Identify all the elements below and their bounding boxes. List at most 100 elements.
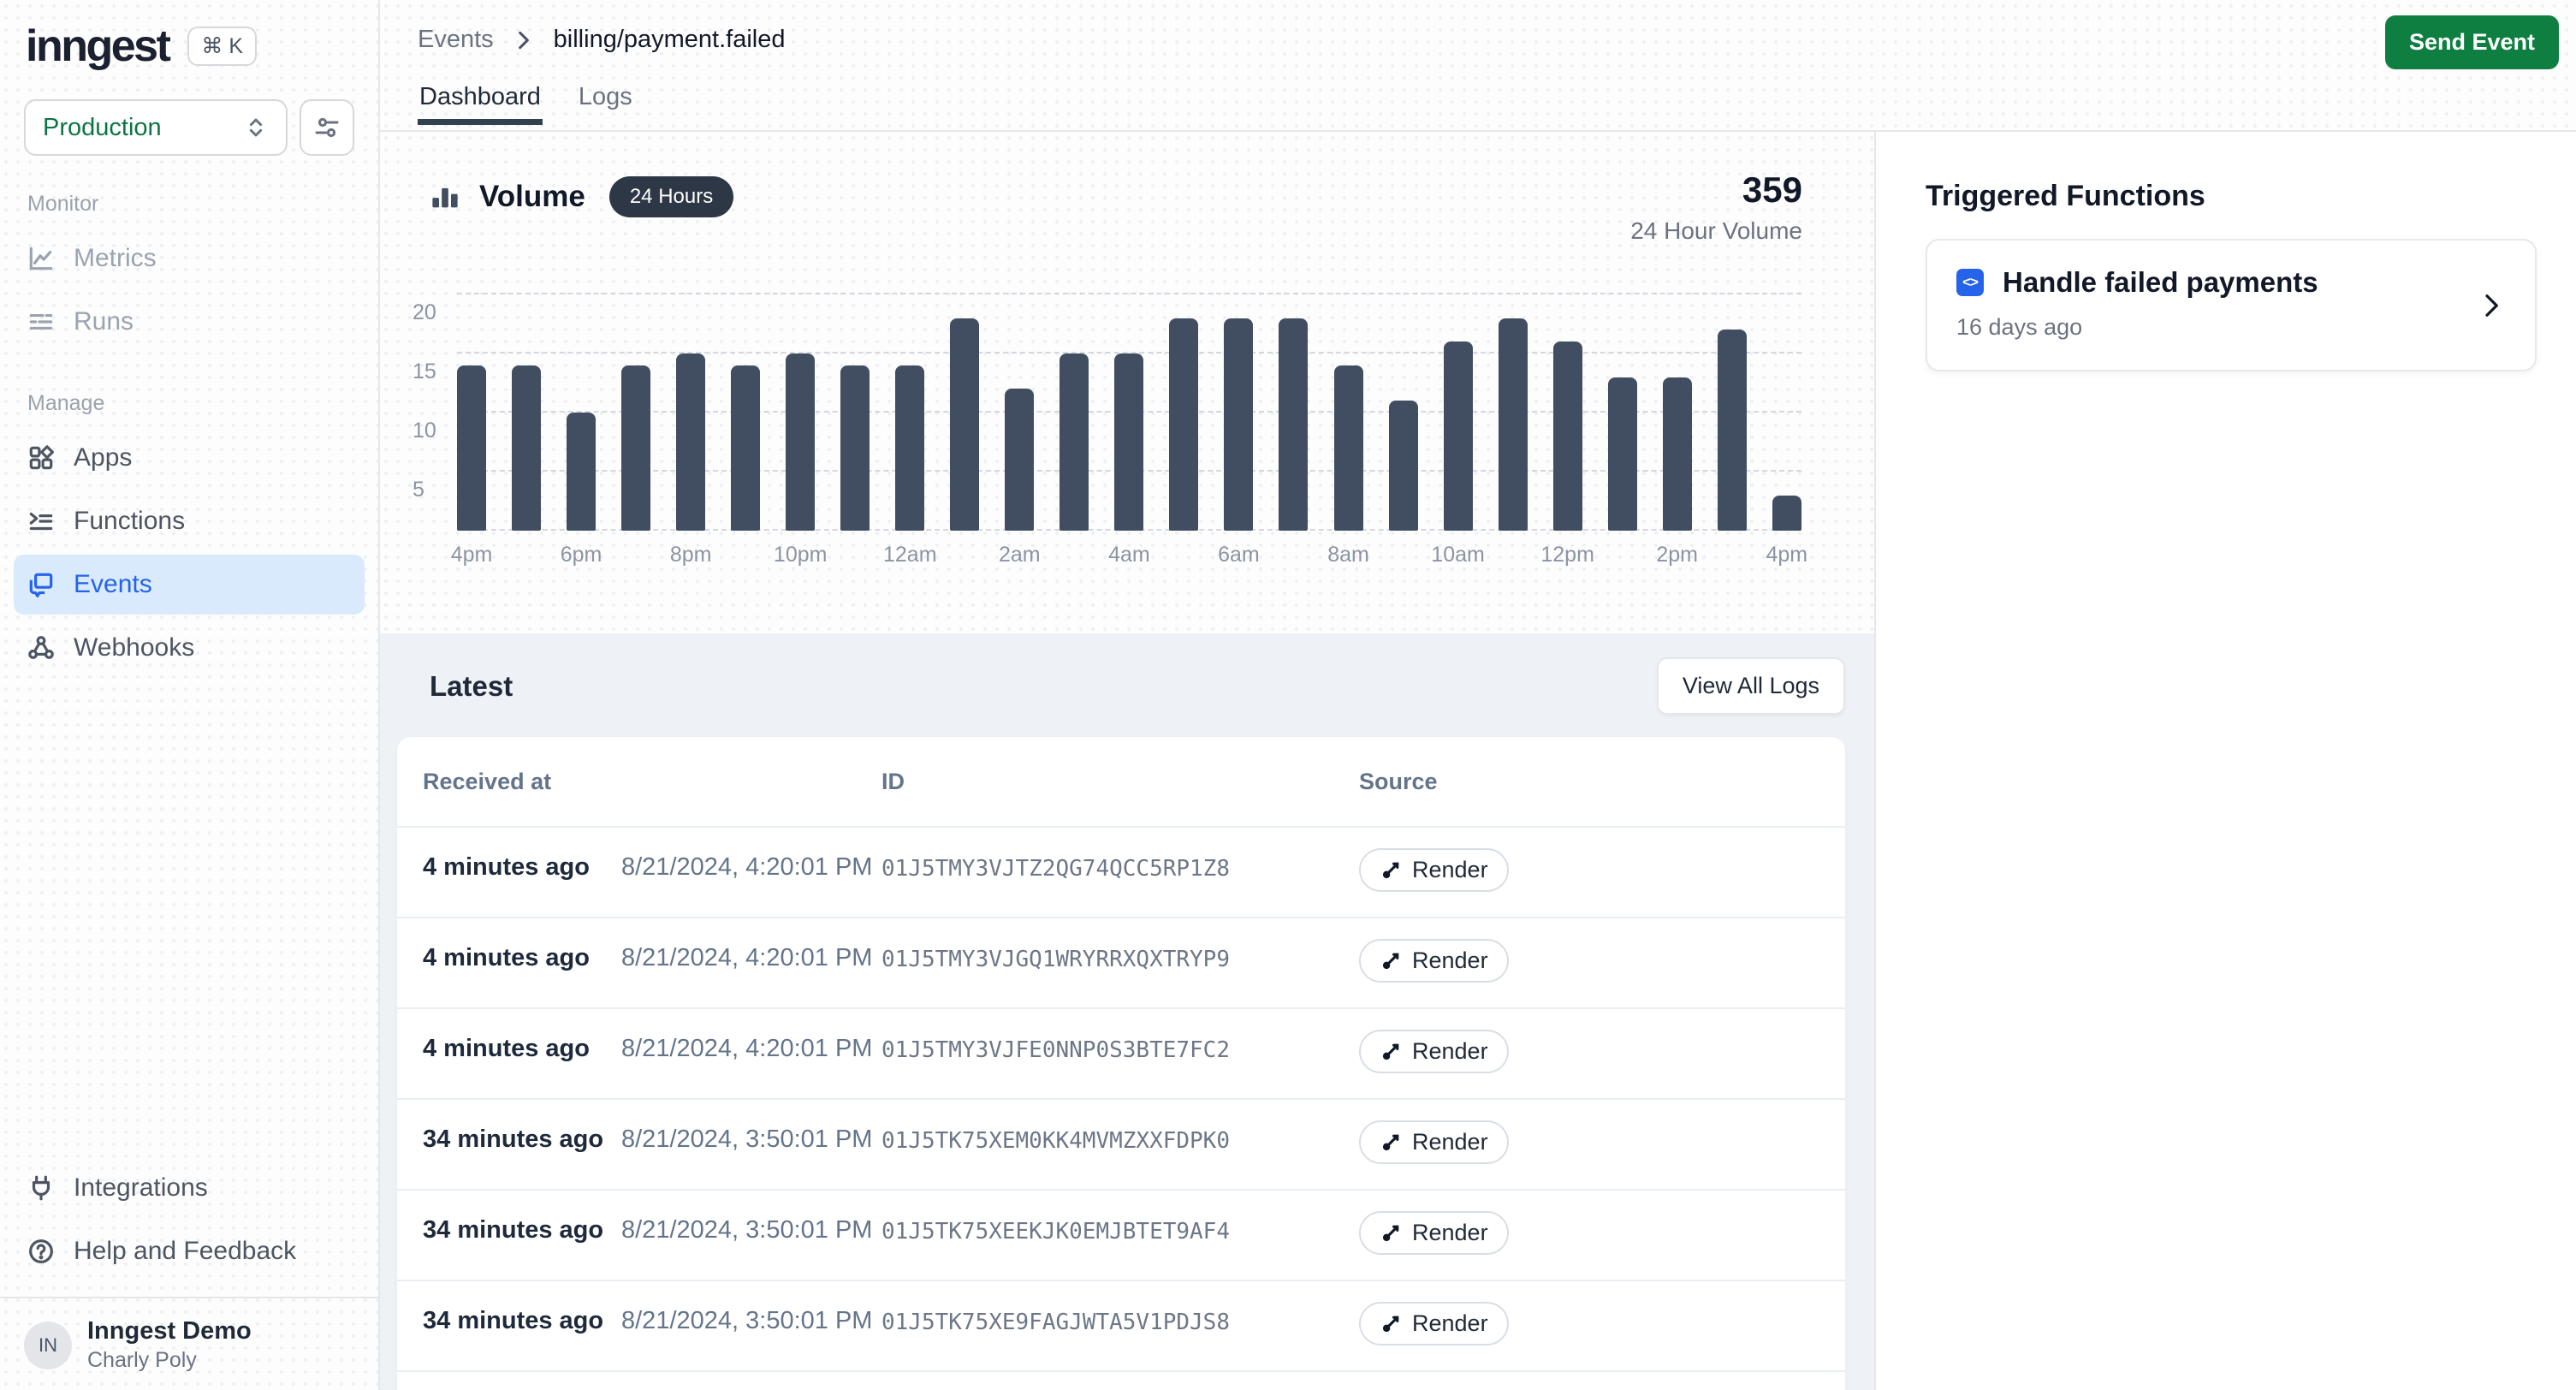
column-header-id: ID: [881, 769, 1359, 795]
bar-7am: [1279, 318, 1308, 531]
latest-events-section: Latest View All Logs Received at ID Sour…: [380, 633, 1874, 1390]
event-id: 01J5TK75XEM0KK4MVMZXXFDPK0: [881, 1126, 1359, 1154]
app-window: inngest ⌘ K Production Monitor Metrics: [0, 0, 2576, 1390]
x-axis-tick: 6pm: [567, 543, 596, 567]
x-axis-tick: [1279, 543, 1308, 567]
event-timestamp: 8/21/2024, 3:50:01 PM: [621, 1307, 872, 1335]
chevron-right-icon: [513, 29, 535, 51]
sidebar-divider: [0, 1297, 378, 1298]
user-name: Charly Poly: [87, 1348, 252, 1373]
function-name: Handle failed payments: [2003, 266, 2318, 299]
environment-select[interactable]: Production: [24, 99, 288, 156]
sidebar-item-integrations[interactable]: Integrations: [14, 1158, 365, 1218]
source-badge: Render: [1359, 848, 1509, 892]
bar-2pm: [1663, 377, 1692, 531]
event-relative-time: 4 minutes ago: [423, 853, 621, 882]
tab-bar: Dashboard Logs: [380, 54, 2576, 123]
breadcrumb-events-link[interactable]: Events: [418, 26, 494, 54]
command-k-shortcut[interactable]: ⌘ K: [187, 27, 257, 66]
x-axis-tick: [1059, 543, 1089, 567]
bar-4pm: [457, 365, 486, 531]
table-row[interactable]: 4 minutes ago 8/21/2024, 4:20:01 PM 01J5…: [397, 826, 1845, 917]
top-bar: Events billing/payment.failed Dashboard …: [380, 0, 2576, 132]
inngest-logo: inngest: [26, 21, 169, 72]
sidebar-item-label: Apps: [74, 443, 132, 472]
bar-chart-icon: [430, 181, 460, 212]
x-axis-tick: [950, 543, 979, 567]
table-row[interactable]: 44 minutes ago 8/21/2024, 3:40:01 PM 01J…: [397, 1370, 1845, 1390]
render-key-icon: [1380, 950, 1402, 972]
sidebar-item-functions[interactable]: Functions: [14, 491, 365, 551]
chevron-right-icon: [2478, 293, 2504, 318]
sidebar-item-metrics[interactable]: Metrics: [14, 229, 365, 288]
render-key-icon: [1380, 1313, 1402, 1335]
bar-8pm: [676, 353, 705, 531]
x-axis-tick: 4pm: [1772, 543, 1801, 567]
tab-logs[interactable]: Logs: [579, 83, 632, 123]
x-axis-tick: 6am: [1224, 543, 1253, 567]
event-relative-time: 4 minutes ago: [423, 1035, 621, 1063]
x-axis-tick: [512, 543, 541, 567]
x-axis-tick: 12pm: [1553, 543, 1582, 567]
sidebar-item-runs[interactable]: Runs: [14, 292, 365, 352]
x-axis-tick: 4pm: [457, 543, 486, 567]
x-axis-tick: [1608, 543, 1637, 567]
event-id: 01J5TMY3VJGQ1WRYRRXQXTRYP9: [881, 944, 1359, 972]
bar-2am: [1005, 389, 1034, 531]
source-badge: Render: [1359, 1030, 1509, 1073]
user-menu[interactable]: IN Inngest Demo Charly Poly: [0, 1312, 378, 1378]
list-icon: [26, 307, 56, 336]
avatar: IN: [24, 1322, 72, 1369]
triggered-functions-title: Triggered Functions: [1926, 180, 2537, 213]
sidebar-item-apps[interactable]: Apps: [14, 428, 365, 488]
events-icon: [26, 570, 56, 599]
send-event-button[interactable]: Send Event: [2385, 15, 2559, 69]
sidebar-item-label: Functions: [74, 507, 185, 536]
table-row[interactable]: 34 minutes ago 8/21/2024, 3:50:01 PM 01J…: [397, 1098, 1845, 1189]
bar-10pm: [786, 353, 815, 531]
apps-grid-icon: [26, 443, 56, 472]
sidebar-item-events[interactable]: Events: [14, 555, 365, 615]
sidebar-item-help[interactable]: Help and Feedback: [14, 1221, 365, 1281]
sidebar-section-monitor: Monitor: [0, 156, 378, 225]
help-circle-icon: [26, 1237, 56, 1266]
view-all-logs-button[interactable]: View All Logs: [1657, 657, 1845, 715]
function-card[interactable]: <> Handle failed payments 16 days ago: [1926, 239, 2537, 371]
bar-8am: [1334, 365, 1363, 531]
volume-title: Volume: [479, 180, 585, 214]
x-axis-tick: [1718, 543, 1747, 567]
sidebar-item-label: Integrations: [74, 1173, 208, 1203]
table-row[interactable]: 4 minutes ago 8/21/2024, 4:20:01 PM 01J5…: [397, 1007, 1845, 1098]
tab-dashboard[interactable]: Dashboard: [419, 83, 541, 123]
volume-total: 359: [1630, 169, 1802, 211]
y-axis-tick: 20: [413, 300, 436, 325]
render-key-icon: [1380, 1041, 1402, 1063]
range-badge[interactable]: 24 Hours: [609, 176, 733, 217]
environment-settings-button[interactable]: [300, 99, 354, 156]
sidebar-section-manage: Manage: [0, 355, 378, 425]
sliders-icon: [313, 114, 341, 141]
sidebar: inngest ⌘ K Production Monitor Metrics: [0, 0, 380, 1390]
x-axis-tick: [621, 543, 650, 567]
functions-icon: [26, 507, 56, 536]
sidebar-item-label: Events: [74, 570, 152, 599]
event-timestamp: 8/21/2024, 4:20:01 PM: [621, 853, 872, 882]
table-row[interactable]: 4 minutes ago 8/21/2024, 4:20:01 PM 01J5…: [397, 917, 1845, 1007]
x-axis-tick: [840, 543, 870, 567]
event-timestamp: 8/21/2024, 4:20:01 PM: [621, 1035, 872, 1063]
x-axis-labels: 4pm6pm8pm10pm12am2am4am6am8am10am12pm2pm…: [457, 543, 1801, 567]
line-chart-icon: [26, 244, 56, 273]
chevron-updown-icon: [243, 115, 269, 140]
source-name: Render: [1412, 1220, 1488, 1246]
sidebar-item-label: Metrics: [74, 244, 157, 273]
bar-chart: 20 15 10 5: [457, 265, 1801, 531]
x-axis-tick: 2pm: [1663, 543, 1692, 567]
event-relative-time: 34 minutes ago: [423, 1126, 621, 1154]
sidebar-item-webhooks[interactable]: Webhooks: [14, 618, 365, 678]
event-id: 01J5TMY3VJFE0NNP0S3BTE7FC2: [881, 1035, 1359, 1063]
x-axis-tick: [1499, 543, 1528, 567]
event-relative-time: 34 minutes ago: [423, 1307, 621, 1335]
table-row[interactable]: 34 minutes ago 8/21/2024, 3:50:01 PM 01J…: [397, 1189, 1845, 1280]
bar-11am: [1499, 318, 1528, 531]
table-row[interactable]: 34 minutes ago 8/21/2024, 3:50:01 PM 01J…: [397, 1280, 1845, 1370]
